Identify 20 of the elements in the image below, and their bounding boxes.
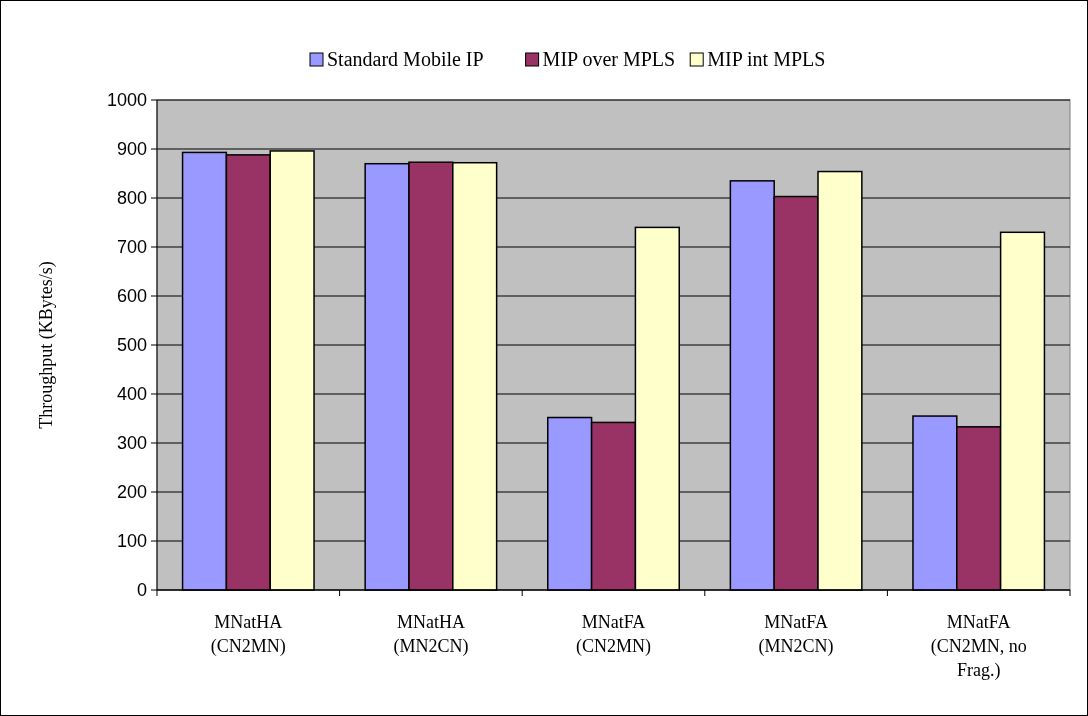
y-tick-label: 1000 (106, 90, 147, 111)
y-tick-label: 500 (116, 335, 147, 356)
legend-label: Standard Mobile IP (327, 48, 484, 70)
y-tick-label: 300 (116, 433, 147, 454)
legend-label: MIP over MPLS (542, 48, 676, 70)
y-tick-label: 900 (116, 139, 147, 160)
y-tick-label: 800 (116, 188, 147, 209)
y-tick-label: 400 (116, 384, 147, 405)
y-tick-label: 200 (116, 482, 147, 503)
x-tick-label: MNatHA (CN2MN) (210, 612, 286, 657)
x-tick-label: MNatFA (CN2MN) (576, 612, 651, 657)
y-axis-title: Throughput (KBytes/s) (36, 261, 57, 429)
legend-label: MIP int MPLS (707, 48, 826, 70)
x-tick-label: MNatFA (MN2CN) (758, 612, 834, 657)
x-tick-label: MNatHA (MN2CN) (393, 612, 469, 657)
y-tick-label: 600 (116, 286, 147, 307)
y-tick-label: 700 (116, 237, 147, 258)
y-tick-label: 100 (116, 531, 147, 552)
x-tick-label: MNatFA (CN2MN, no Frag.) (930, 612, 1027, 681)
y-tick-label: 0 (136, 580, 147, 601)
